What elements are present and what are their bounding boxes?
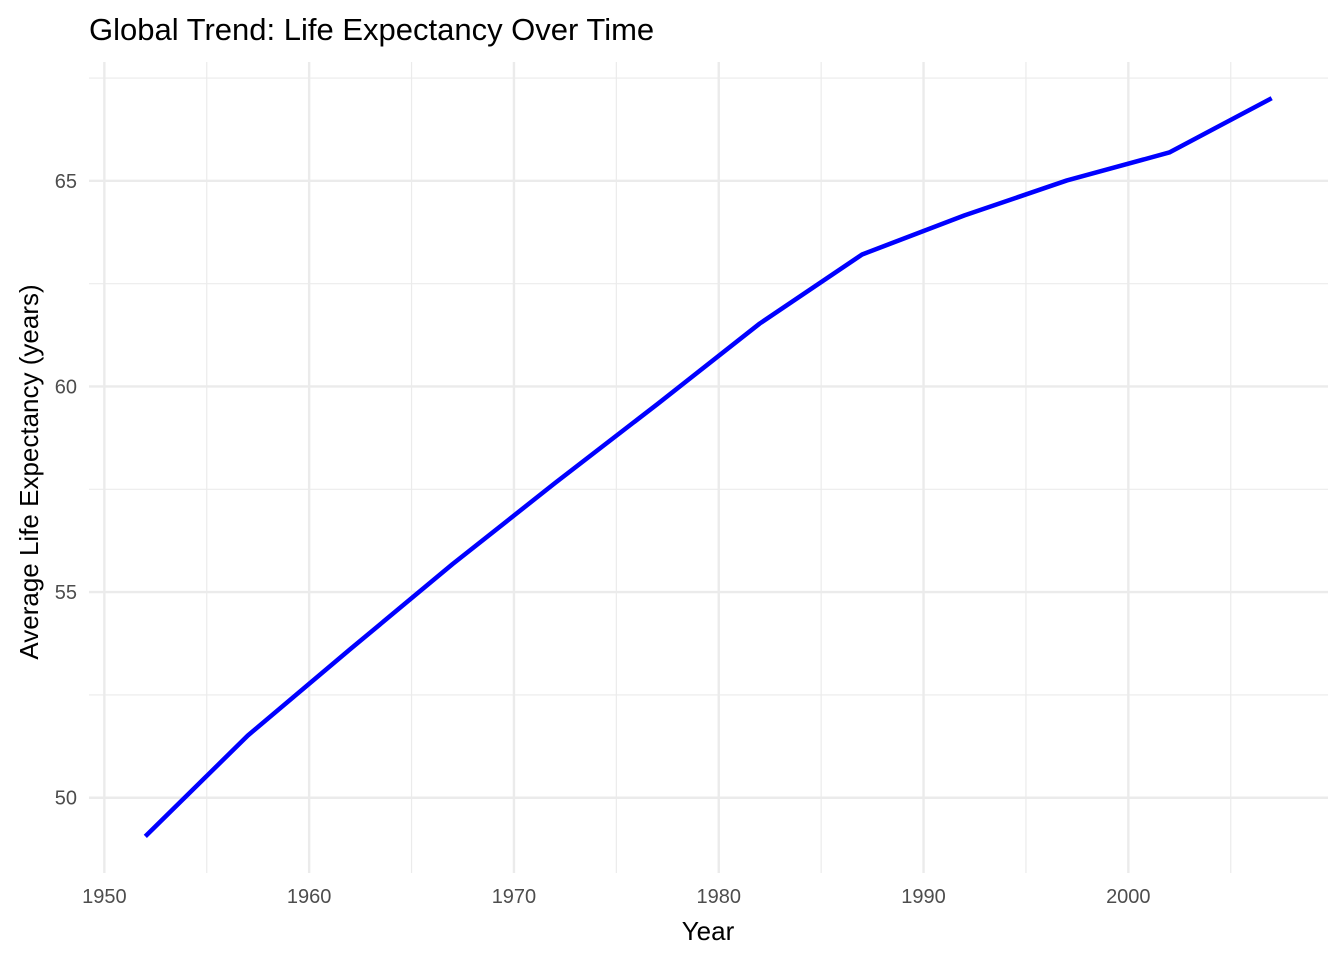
grid-layer	[89, 62, 1328, 873]
x-tick-label: 1950	[82, 886, 127, 908]
y-tick-label: 50	[55, 788, 77, 810]
data-point	[348, 647, 352, 651]
y-tick-label: 55	[55, 582, 77, 604]
data-point	[860, 252, 864, 256]
x-axis-title: Year	[682, 916, 735, 946]
data-point	[246, 733, 250, 737]
x-tick-label: 1970	[492, 886, 537, 908]
x-tick-label: 1960	[287, 886, 332, 908]
x-tick-label: 2000	[1106, 886, 1151, 908]
data-point	[1065, 178, 1069, 182]
tick-labels: 1950 1960 1970 1980 1990 2000 50 55 60 65	[55, 171, 1151, 908]
y-tick-label: 65	[55, 171, 77, 193]
data-point	[553, 481, 557, 485]
data-point	[1269, 96, 1273, 100]
x-tick-label: 1980	[696, 886, 741, 908]
life-expectancy-line	[143, 96, 1273, 839]
series-layer	[143, 96, 1273, 839]
data-point	[143, 834, 147, 838]
x-tick-label: 1990	[901, 886, 946, 908]
data-point	[757, 321, 761, 325]
data-point	[655, 402, 659, 406]
data-point	[1167, 150, 1171, 154]
y-axis-title: Average Life Expectancy (years)	[14, 284, 44, 659]
y-tick-label: 60	[55, 376, 77, 398]
data-point	[962, 213, 966, 217]
chart-title: Global Trend: Life Expectancy Over Time	[89, 12, 654, 47]
data-point	[450, 562, 454, 566]
